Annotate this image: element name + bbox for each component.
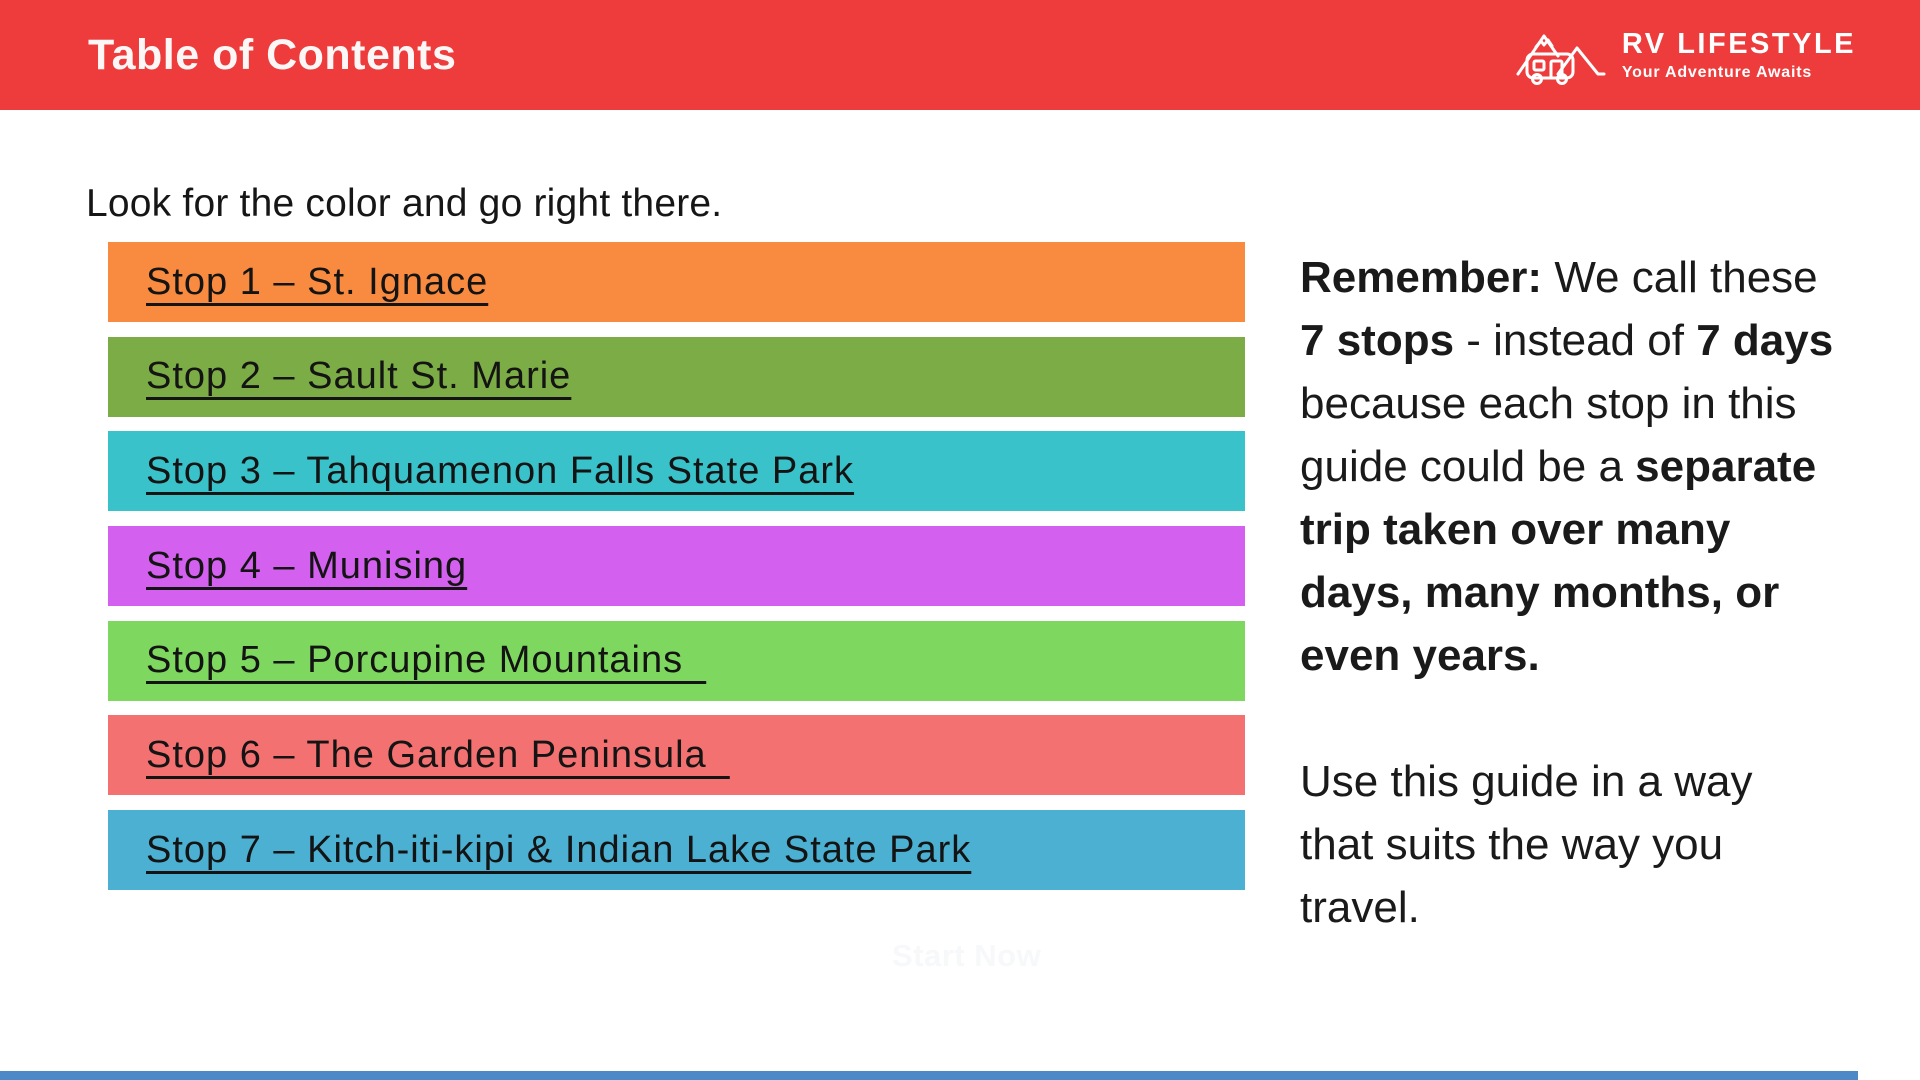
toc-stop-link-7[interactable]: Stop 7 – Kitch-iti-kipi & Indian Lake St… bbox=[146, 828, 972, 871]
start-now-link[interactable]: Start Now bbox=[892, 938, 1042, 973]
toc-stop-link-5[interactable]: Stop 5 – Porcupine Mountains bbox=[146, 639, 707, 682]
intro-text: Look for the color and go right there. bbox=[86, 182, 723, 225]
toc-stop-bar-1: Stop 1 – St. Ignace bbox=[108, 242, 1245, 322]
toc-stop-bar-5: Stop 5 – Porcupine Mountains bbox=[108, 620, 1245, 701]
aside-line: 7 stops - instead of 7 days bbox=[1300, 316, 1834, 365]
aside-line: trip taken over many bbox=[1300, 505, 1731, 554]
toc-stop-bar-2: Stop 2 – Sault St. Marie bbox=[108, 336, 1245, 417]
aside-line: Use this guide in a way bbox=[1300, 757, 1753, 806]
aside-paragraph-2: Use this guide in a way that suits the wa… bbox=[1300, 750, 1900, 939]
toc-stop-bar-7: Stop 7 – Kitch-iti-kipi & Indian Lake St… bbox=[108, 810, 1245, 891]
aside-paragraph-1: Remember: We call these 7 stops - instead… bbox=[1300, 246, 1900, 687]
logo-tagline: Your Adventure Awaits bbox=[1621, 63, 1813, 81]
toc-stop-link-6[interactable]: Stop 6 – The Garden Peninsula bbox=[146, 733, 730, 776]
toc-stop-link-3[interactable]: Stop 3 – Tahquamenon Falls State Park bbox=[146, 449, 855, 492]
toc-stop-bar-4: Stop 4 – Munising bbox=[108, 526, 1245, 607]
header-bar: Table of Contents RV LIFESTYLE Your Adve… bbox=[0, 0, 1920, 110]
logo-brand: RV LIFESTYLE bbox=[1621, 27, 1856, 60]
aside-line: that suits the way you bbox=[1300, 820, 1724, 869]
aside-line: Remember: We call these bbox=[1300, 253, 1818, 302]
toc-stop-link-2[interactable]: Stop 2 – Sault St. Marie bbox=[146, 355, 572, 398]
aside-line: guide could be a separate bbox=[1300, 442, 1817, 491]
aside-line: travel. bbox=[1300, 883, 1420, 932]
logo-text: RV LIFESTYLE Your Adventure Awaits bbox=[1621, 27, 1856, 81]
rv-lifestyle-logo: RV LIFESTYLE Your Adventure Awaits bbox=[1514, 22, 1920, 88]
toc-stop-link-4[interactable]: Stop 4 – Munising bbox=[146, 544, 468, 587]
aside-note: Remember: We call these 7 stops - instead… bbox=[1300, 246, 1900, 939]
toc-stop-link-1[interactable]: Stop 1 – St. Ignace bbox=[146, 260, 489, 303]
aside-line: days, many months, or bbox=[1300, 568, 1780, 617]
mountains-camper-icon bbox=[1516, 34, 1606, 85]
aside-line: even years. bbox=[1300, 631, 1540, 680]
toc-list: Stop 1 – St. Ignace Stop 2 – Sault St. Ma… bbox=[108, 242, 1245, 891]
aside-line: because each stop in this bbox=[1300, 379, 1797, 428]
toc-stop-bar-6: Stop 6 – The Garden Peninsula bbox=[108, 715, 1245, 796]
toc-stop-bar-3: Stop 3 – Tahquamenon Falls State Park bbox=[108, 431, 1245, 512]
page-title: Table of Contents bbox=[88, 30, 457, 79]
bottom-accent-strip bbox=[0, 1071, 1858, 1080]
